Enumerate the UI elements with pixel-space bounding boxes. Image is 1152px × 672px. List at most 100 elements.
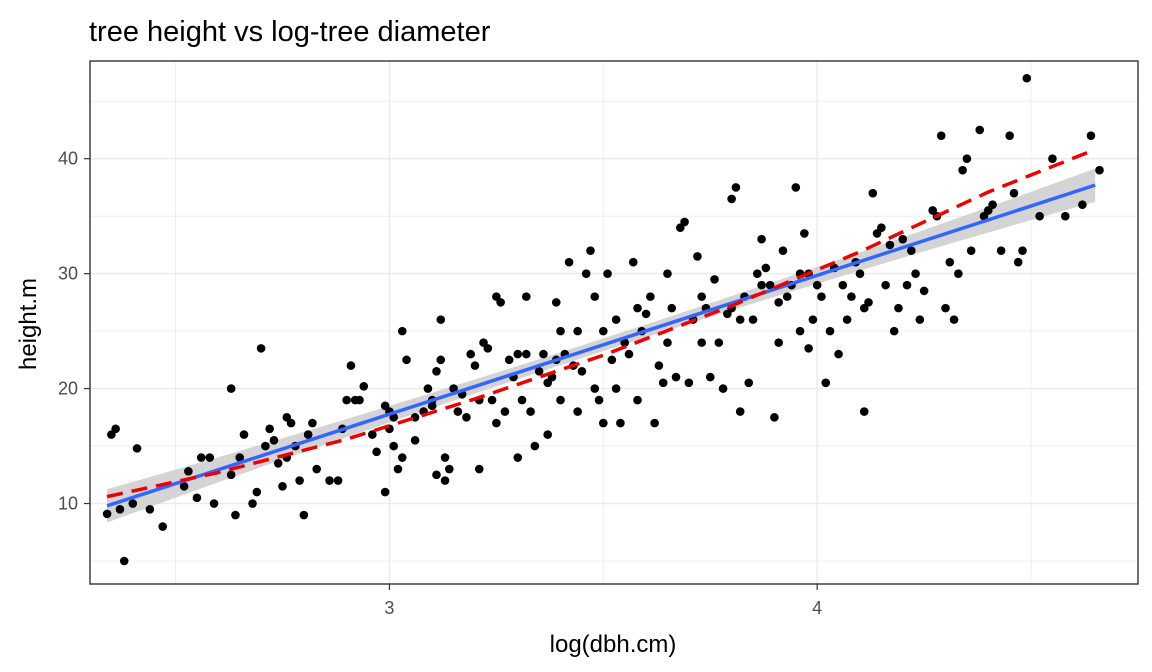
- data-point: [462, 413, 471, 422]
- data-point: [1086, 131, 1096, 141]
- data-point: [654, 361, 664, 370]
- data-point: [838, 280, 848, 290]
- x-tick-label: 3: [384, 598, 394, 618]
- data-point: [834, 349, 843, 359]
- data-point: [671, 372, 681, 382]
- data-point: [607, 355, 617, 365]
- data-point: [864, 298, 873, 307]
- data-point: [817, 292, 826, 301]
- panel-border: [89, 60, 1139, 585]
- x-tick-label: 4: [812, 598, 822, 618]
- data-point: [226, 470, 236, 480]
- data-point: [1095, 165, 1104, 175]
- data-point: [911, 269, 920, 278]
- fit-lines: [106, 147, 1096, 508]
- data-point: [885, 240, 895, 250]
- data-point: [410, 436, 420, 445]
- data-point: [496, 298, 505, 307]
- data-point: [192, 493, 202, 503]
- data-point: [543, 430, 552, 439]
- data-point: [590, 292, 600, 301]
- data-point: [954, 269, 963, 278]
- data-point: [988, 200, 997, 209]
- data-point: [821, 378, 831, 388]
- data-point: [697, 338, 706, 347]
- data-point: [936, 131, 946, 141]
- y-axis-title: height.m: [15, 278, 42, 370]
- data-point: [1048, 154, 1057, 164]
- tick-labels: 3 4 10 20 30 40: [58, 149, 822, 618]
- data-point: [641, 309, 651, 319]
- data-point: [906, 246, 916, 255]
- data-point: [590, 384, 600, 393]
- data-point: [500, 407, 510, 416]
- y-tick-label: 20: [58, 379, 78, 399]
- data-point: [611, 384, 621, 393]
- data-point: [949, 315, 959, 324]
- data-point: [355, 395, 364, 405]
- data-point: [855, 269, 865, 278]
- data-point: [556, 395, 565, 405]
- data-point: [556, 326, 565, 336]
- data-point: [599, 326, 608, 336]
- data-point: [522, 349, 531, 359]
- data-point: [517, 395, 527, 405]
- data-point: [1035, 211, 1044, 221]
- data-point: [962, 154, 972, 164]
- data-point: [145, 504, 155, 514]
- data-point: [633, 395, 642, 405]
- data-point: [667, 303, 677, 313]
- data-point: [1060, 211, 1070, 221]
- data-point: [966, 246, 976, 255]
- data-point: [325, 476, 334, 485]
- data-point: [492, 418, 501, 428]
- data-point: [663, 338, 672, 347]
- data-point: [295, 476, 304, 485]
- data-point: [273, 459, 283, 468]
- data-point: [731, 183, 741, 192]
- data-point: [894, 303, 903, 313]
- data-point: [859, 407, 869, 416]
- data-point: [102, 509, 112, 519]
- data-point: [757, 280, 766, 290]
- data-point: [718, 384, 728, 393]
- data-point: [735, 315, 745, 324]
- data-point: [778, 246, 788, 255]
- data-point: [256, 344, 266, 353]
- linear-fit-line: [106, 183, 1096, 508]
- tick-marks: [84, 158, 818, 590]
- data-point: [432, 470, 441, 480]
- data-point: [761, 263, 771, 273]
- data-point: [919, 286, 929, 296]
- data-point: [466, 349, 476, 359]
- data-point: [902, 280, 912, 290]
- data-point: [389, 441, 399, 451]
- data-point: [397, 326, 407, 336]
- data-point: [474, 464, 484, 474]
- data-point: [877, 223, 886, 232]
- data-point: [423, 384, 433, 393]
- data-point: [765, 280, 775, 290]
- x-axis-title: log(dbh.cm): [550, 631, 677, 658]
- data-point: [551, 298, 561, 307]
- data-point: [650, 418, 659, 428]
- data-point: [513, 349, 523, 359]
- data-point: [975, 125, 985, 135]
- data-point: [445, 464, 454, 474]
- data-point: [616, 418, 625, 428]
- data-point: [744, 378, 754, 388]
- data-point: [868, 188, 878, 198]
- data-point: [945, 257, 955, 267]
- data-point: [372, 447, 381, 457]
- data-point: [231, 510, 240, 520]
- data-point: [248, 499, 257, 508]
- data-point: [265, 424, 274, 434]
- data-point: [504, 355, 514, 365]
- data-point: [624, 349, 634, 359]
- data-point: [483, 344, 493, 353]
- data-point: [658, 378, 668, 388]
- data-point: [308, 418, 317, 428]
- data-point: [620, 338, 629, 347]
- data-point: [278, 481, 287, 491]
